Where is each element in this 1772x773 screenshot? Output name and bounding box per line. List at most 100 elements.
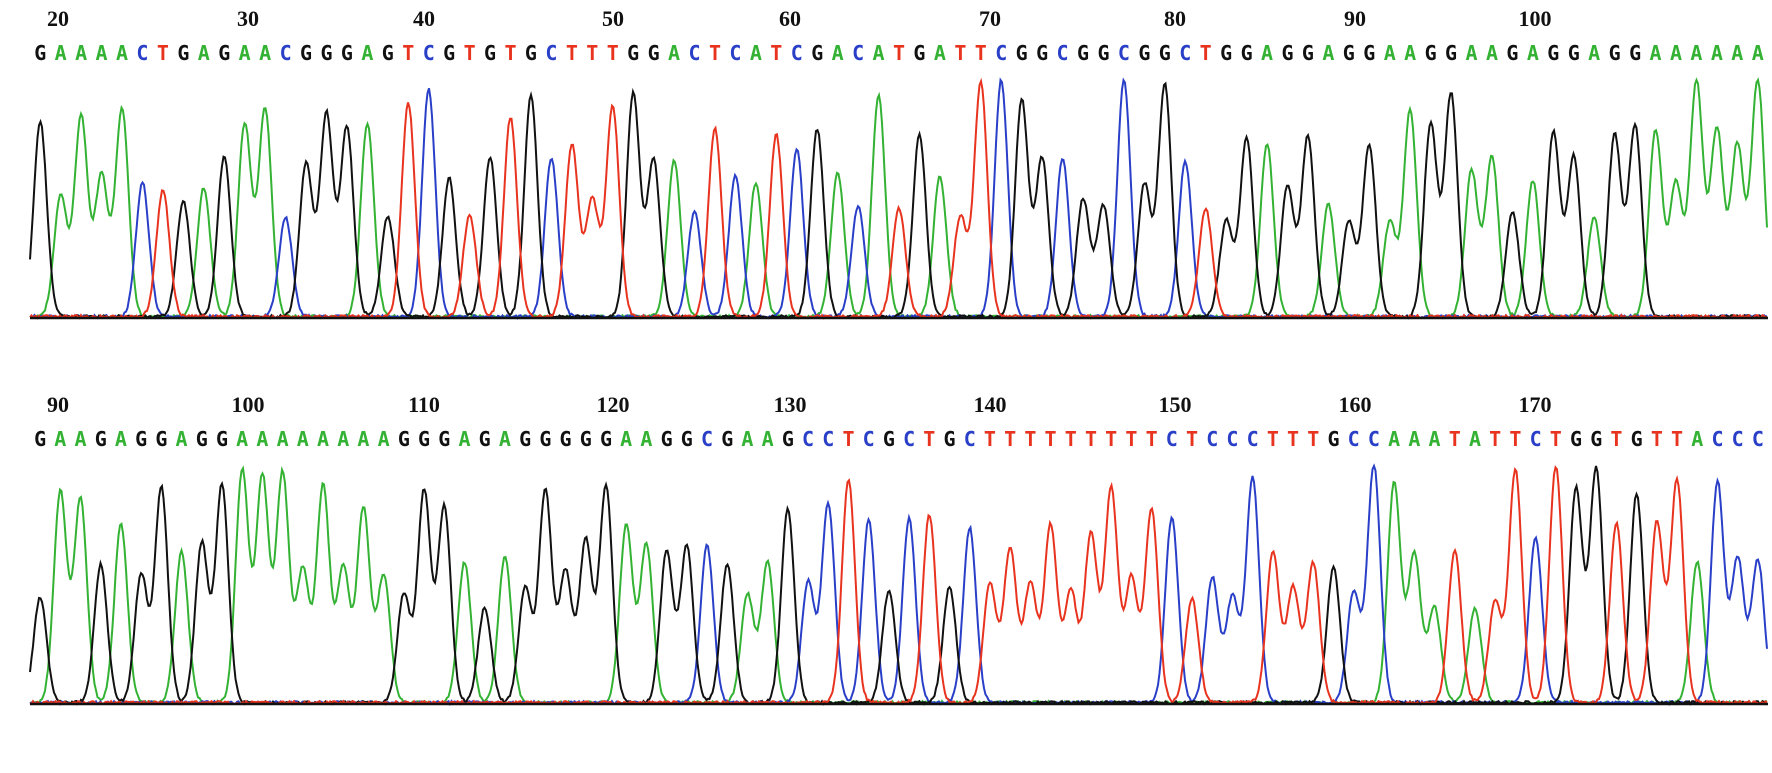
base-call: T [586, 41, 598, 65]
base-call: C [964, 427, 976, 451]
base-call: C [1057, 41, 1069, 65]
base-call: C [863, 427, 875, 451]
base-call: C [791, 41, 803, 65]
base-call: C [852, 41, 864, 65]
base-call: A [1690, 41, 1702, 65]
base-call: G [661, 427, 673, 451]
base-call: T [1671, 427, 1683, 451]
base-call: T [566, 41, 578, 65]
base-call: G [177, 41, 189, 65]
base-call: A [620, 427, 632, 451]
base-call: T [157, 41, 169, 65]
base-call: C [1118, 41, 1130, 65]
base-call: A [762, 427, 774, 451]
base-call: C [995, 41, 1007, 65]
tick-label: 120 [597, 392, 630, 417]
base-call: C [1752, 427, 1764, 451]
base-call: A [198, 41, 210, 65]
base-call: G [1609, 41, 1621, 65]
base-call: G [1547, 41, 1559, 65]
tick-label: 90 [1344, 6, 1366, 31]
base-call: C [802, 427, 814, 451]
base-call: G [484, 41, 496, 65]
base-call: A [1384, 41, 1396, 65]
base-call: T [504, 41, 516, 65]
tick-label: 100 [232, 392, 265, 417]
base-call: T [1489, 427, 1501, 451]
base-call: T [1287, 427, 1299, 451]
base-call: T [464, 41, 476, 65]
base-call: T [1449, 427, 1461, 451]
base-call: A [256, 427, 268, 451]
base-call: A [116, 41, 128, 65]
base-call: G [1425, 41, 1437, 65]
base-call: C [1711, 427, 1723, 451]
base-call: A [1650, 41, 1662, 65]
base-call: A [297, 427, 309, 451]
base-call: A [236, 427, 248, 451]
base-call: A [750, 41, 762, 65]
base-call: G [782, 427, 794, 451]
base-call: T [1045, 427, 1057, 451]
trace-A [29, 77, 1768, 320]
base-call: A [74, 427, 86, 451]
base-call: A [55, 41, 67, 65]
base-call: G [300, 41, 312, 65]
base-call: T [1509, 427, 1521, 451]
base-call: C [1179, 41, 1191, 65]
base-call: G [1138, 41, 1150, 65]
base-call: A [1322, 41, 1334, 65]
base-call: C [1206, 427, 1218, 451]
base-call: C [280, 41, 292, 65]
base-call: A [277, 427, 289, 451]
base-call: A [1731, 41, 1743, 65]
base-call: A [357, 427, 369, 451]
base-call: T [923, 427, 935, 451]
base-call: A [934, 41, 946, 65]
tick-label: 20 [47, 6, 69, 31]
base-call: T [1267, 427, 1279, 451]
base-call: A [832, 41, 844, 65]
base-call: G [216, 427, 228, 451]
base-call: G [95, 427, 107, 451]
base-call: T [1105, 427, 1117, 451]
base-call: G [443, 41, 455, 65]
base-call: G [1077, 41, 1089, 65]
base-call: T [770, 41, 782, 65]
tick-label: 60 [779, 6, 801, 31]
base-call: C [1166, 427, 1178, 451]
base-call: A [1588, 41, 1600, 65]
base-call: G [1590, 427, 1602, 451]
base-call: C [1348, 427, 1360, 451]
base-call: G [913, 41, 925, 65]
base-call: A [1261, 41, 1273, 65]
base-call: T [1125, 427, 1137, 451]
base-call: C [1247, 427, 1259, 451]
base-call: G [34, 41, 46, 65]
base-call: A [259, 41, 271, 65]
chromatogram-panel-2: 90 100 110 120 130 140 150 160 170 G A A G A G G A G G A A A A… [0, 386, 1772, 772]
tick-label: 170 [1519, 392, 1552, 417]
base-call: G [681, 427, 693, 451]
base-call: G [479, 427, 491, 451]
base-call: T [1307, 427, 1319, 451]
base-call: G [1241, 41, 1253, 65]
base-call: T [1610, 427, 1622, 451]
base-call: T [1146, 427, 1158, 451]
base-call: A [668, 41, 680, 65]
base-call: C [1368, 427, 1380, 451]
tick-label: 90 [47, 392, 69, 417]
tick-label: 150 [1159, 392, 1192, 417]
base-call: G [1629, 41, 1641, 65]
base-call: A [1752, 41, 1764, 65]
base-call: T [607, 41, 619, 65]
base-call: A [1670, 41, 1682, 65]
base-call: T [402, 41, 414, 65]
base-call: G [218, 41, 230, 65]
base-call: T [954, 41, 966, 65]
base-call: G [1016, 41, 1028, 65]
base-call: T [1550, 427, 1562, 451]
base-call: G [1445, 41, 1457, 65]
base-call: C [689, 41, 701, 65]
base-call: G [382, 41, 394, 65]
